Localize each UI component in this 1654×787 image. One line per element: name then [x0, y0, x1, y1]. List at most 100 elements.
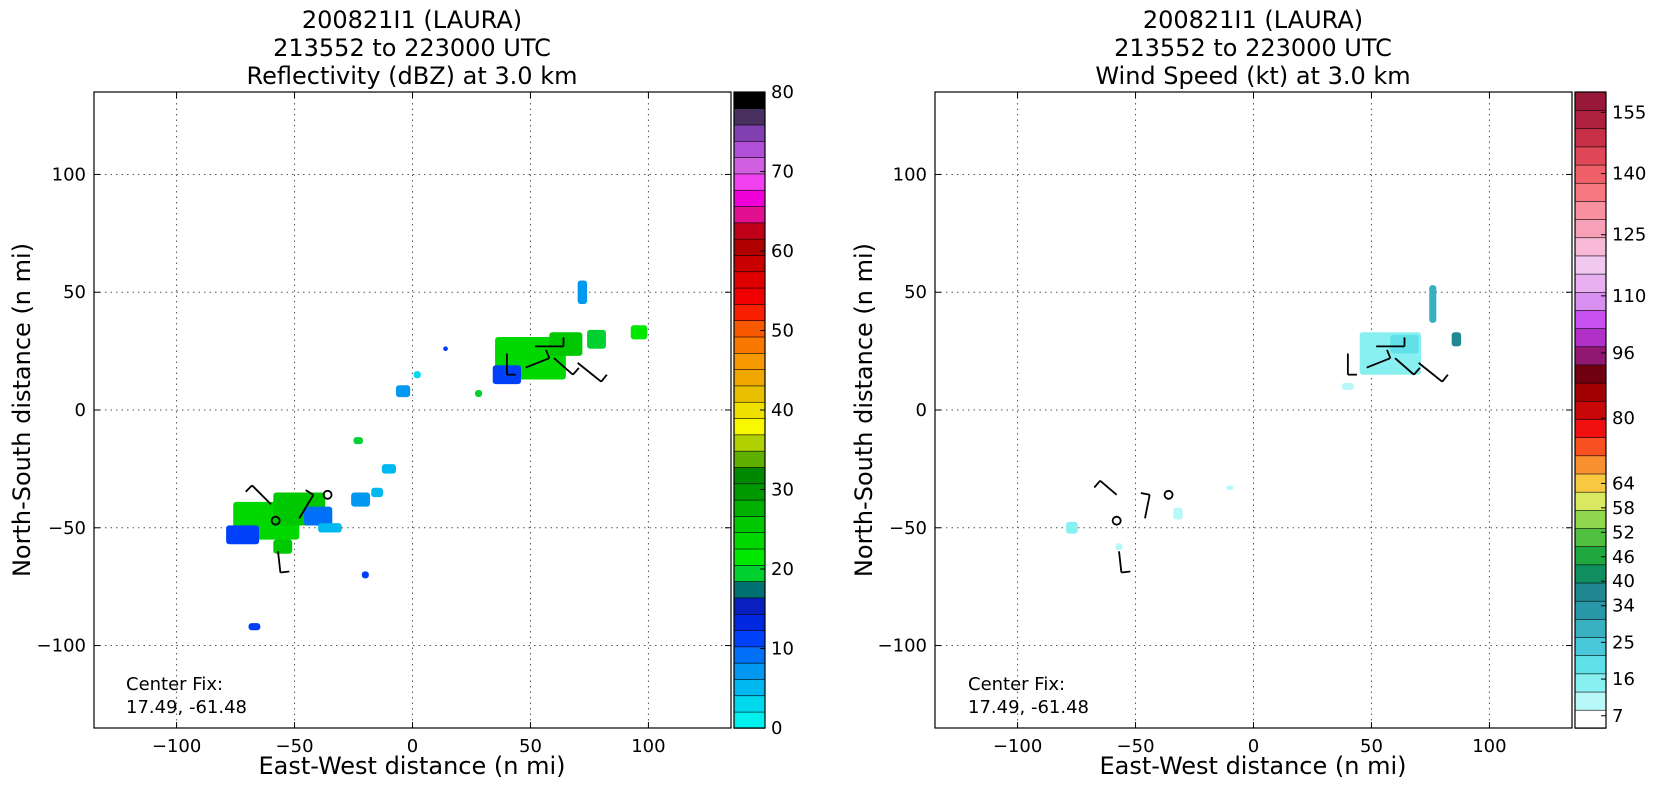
wind-barb-flag [1093, 480, 1101, 489]
colorbar-swatch [1574, 673, 1607, 693]
echo-cell [577, 280, 588, 305]
colorbar-swatch [733, 580, 766, 599]
colorbar-swatch [733, 613, 766, 631]
echo-cell [303, 506, 333, 526]
colorbar-swatch [733, 678, 766, 697]
x-tick-label: 100 [1472, 736, 1506, 757]
colorbar-swatch [1574, 382, 1607, 402]
colorbar-swatch [1574, 309, 1607, 329]
wind-barb [577, 362, 602, 383]
colorbar-tick-label: 40 [1612, 571, 1635, 592]
colorbar-tick-label: 50 [771, 321, 794, 342]
colorbar-swatch [733, 271, 766, 289]
colorbar-tick-label: 10 [771, 639, 794, 660]
x-tick-label: −50 [276, 736, 314, 757]
wind-speed-colorbar: 7 16 25 34 40 46 52 58 64 80 96 110 125 140 155 [1574, 91, 1646, 729]
echo-cell [248, 623, 261, 631]
colorbar-swatch [1574, 109, 1607, 130]
wind-barb [1099, 479, 1118, 496]
echo-cell [273, 539, 293, 554]
echo-cell [1173, 507, 1183, 520]
x-tick-label: 0 [1248, 736, 1259, 757]
x-tick-label: −50 [1117, 736, 1155, 757]
colorbar-tick-label: 58 [1612, 498, 1635, 519]
echo-cell [630, 325, 648, 340]
plot-area: −100 −50 0 50 100 −100 −50 0 50 100 [37, 91, 732, 757]
colorbar-swatch [733, 124, 766, 142]
echo-cell [395, 385, 411, 398]
colorbar-swatch [1574, 436, 1607, 457]
y-tick-label: 50 [904, 282, 927, 303]
wind-barb-flag [1441, 374, 1449, 383]
wind-speed-panel: 200821I1 (LAURA) 213552 to 223000 UTC Wi… [850, 6, 1646, 780]
annotation-line-2: 17.49, -61.48 [126, 697, 247, 718]
colorbar-swatch [733, 695, 766, 713]
colorbar-tick-label: 25 [1612, 632, 1635, 653]
colorbar-swatch [1574, 346, 1607, 366]
colorbar-swatch [733, 238, 766, 256]
colorbar-swatch [733, 189, 766, 207]
annotation-line-2: 17.49, -61.48 [968, 697, 1089, 718]
wind-barb-flag [1121, 570, 1131, 574]
title-line-1: 200821I1 (LAURA) [1143, 6, 1363, 34]
colorbar-tick-label: 155 [1612, 102, 1646, 123]
wind-barb-flag [245, 484, 253, 493]
colorbar-swatch [733, 711, 766, 729]
x-tick-label: 50 [1360, 736, 1383, 757]
wind-barbs [1093, 337, 1449, 574]
y-tick-label: 0 [916, 400, 927, 421]
colorbar-tick-label: 7 [1612, 706, 1623, 727]
gridlines [94, 92, 731, 728]
wind-barb-flag [280, 570, 290, 574]
axis-ticks: −100 −50 0 50 100 −100 −50 0 50 100 [37, 92, 731, 757]
colorbar-swatch [733, 450, 766, 468]
colorbar-swatch [1574, 418, 1607, 438]
colorbar-swatch [1574, 327, 1607, 348]
colorbar-swatch [733, 254, 766, 273]
title-line-3: Reflectivity (dBZ) at 3.0 km [247, 62, 578, 90]
reflectivity-colorbar: 0 10 20 30 40 50 60 70 80 [733, 82, 794, 739]
calm-wind-marker [270, 515, 281, 526]
calm-wind-marker [1163, 489, 1174, 500]
wind-barb-flag [1140, 492, 1150, 496]
wind-barb-flag [545, 349, 551, 359]
echo-cell [1065, 521, 1078, 534]
colorbar-swatch [733, 222, 766, 240]
annotation-line-1: Center Fix: [126, 674, 223, 695]
colorbar-swatch [733, 336, 766, 354]
colorbar-tick-label: 34 [1612, 596, 1635, 617]
colorbar-tick-label: 40 [771, 400, 794, 421]
colorbar-swatch [733, 287, 766, 305]
echo-cell [1429, 285, 1437, 323]
wind-barb [1394, 357, 1415, 376]
echo-cell [443, 346, 448, 352]
plot-background [94, 92, 731, 728]
y-axis-label: North-South distance (n mi) [8, 243, 36, 577]
colorbar-swatch [733, 320, 766, 338]
y-axis-label: North-South distance (n mi) [850, 243, 878, 577]
wind-barb [277, 551, 282, 573]
colorbar-swatch [1574, 291, 1607, 311]
wind-barb [1418, 362, 1443, 383]
colorbar-swatch [733, 352, 766, 370]
colorbar-tick-label: 30 [771, 480, 794, 501]
wind-barbs [245, 337, 608, 574]
colorbar-swatch [1574, 91, 1607, 111]
colorbar-swatch [1574, 527, 1607, 547]
colorbar-swatch [1574, 691, 1607, 711]
x-tick-label: 50 [519, 736, 542, 757]
title-line-3: Wind Speed (kt) at 3.0 km [1095, 62, 1410, 90]
axis-ticks: −100 −50 0 50 100 −100 −50 0 50 100 [878, 92, 1572, 757]
colorbar-tick-label: 110 [1612, 286, 1646, 307]
echo-cell [1115, 543, 1123, 551]
echo-cell [353, 437, 363, 445]
colorbar-swatch [733, 205, 766, 224]
x-tick-label: 0 [407, 736, 418, 757]
colorbar-swatch [1574, 182, 1607, 202]
annotation-line-1: Center Fix: [968, 674, 1065, 695]
plot-area: −100 −50 0 50 100 −100 −50 0 50 100 [878, 91, 1573, 757]
echo-cell [226, 525, 260, 545]
colorbar-swatch [733, 368, 766, 387]
colorbar-tick-label: 52 [1612, 522, 1635, 543]
